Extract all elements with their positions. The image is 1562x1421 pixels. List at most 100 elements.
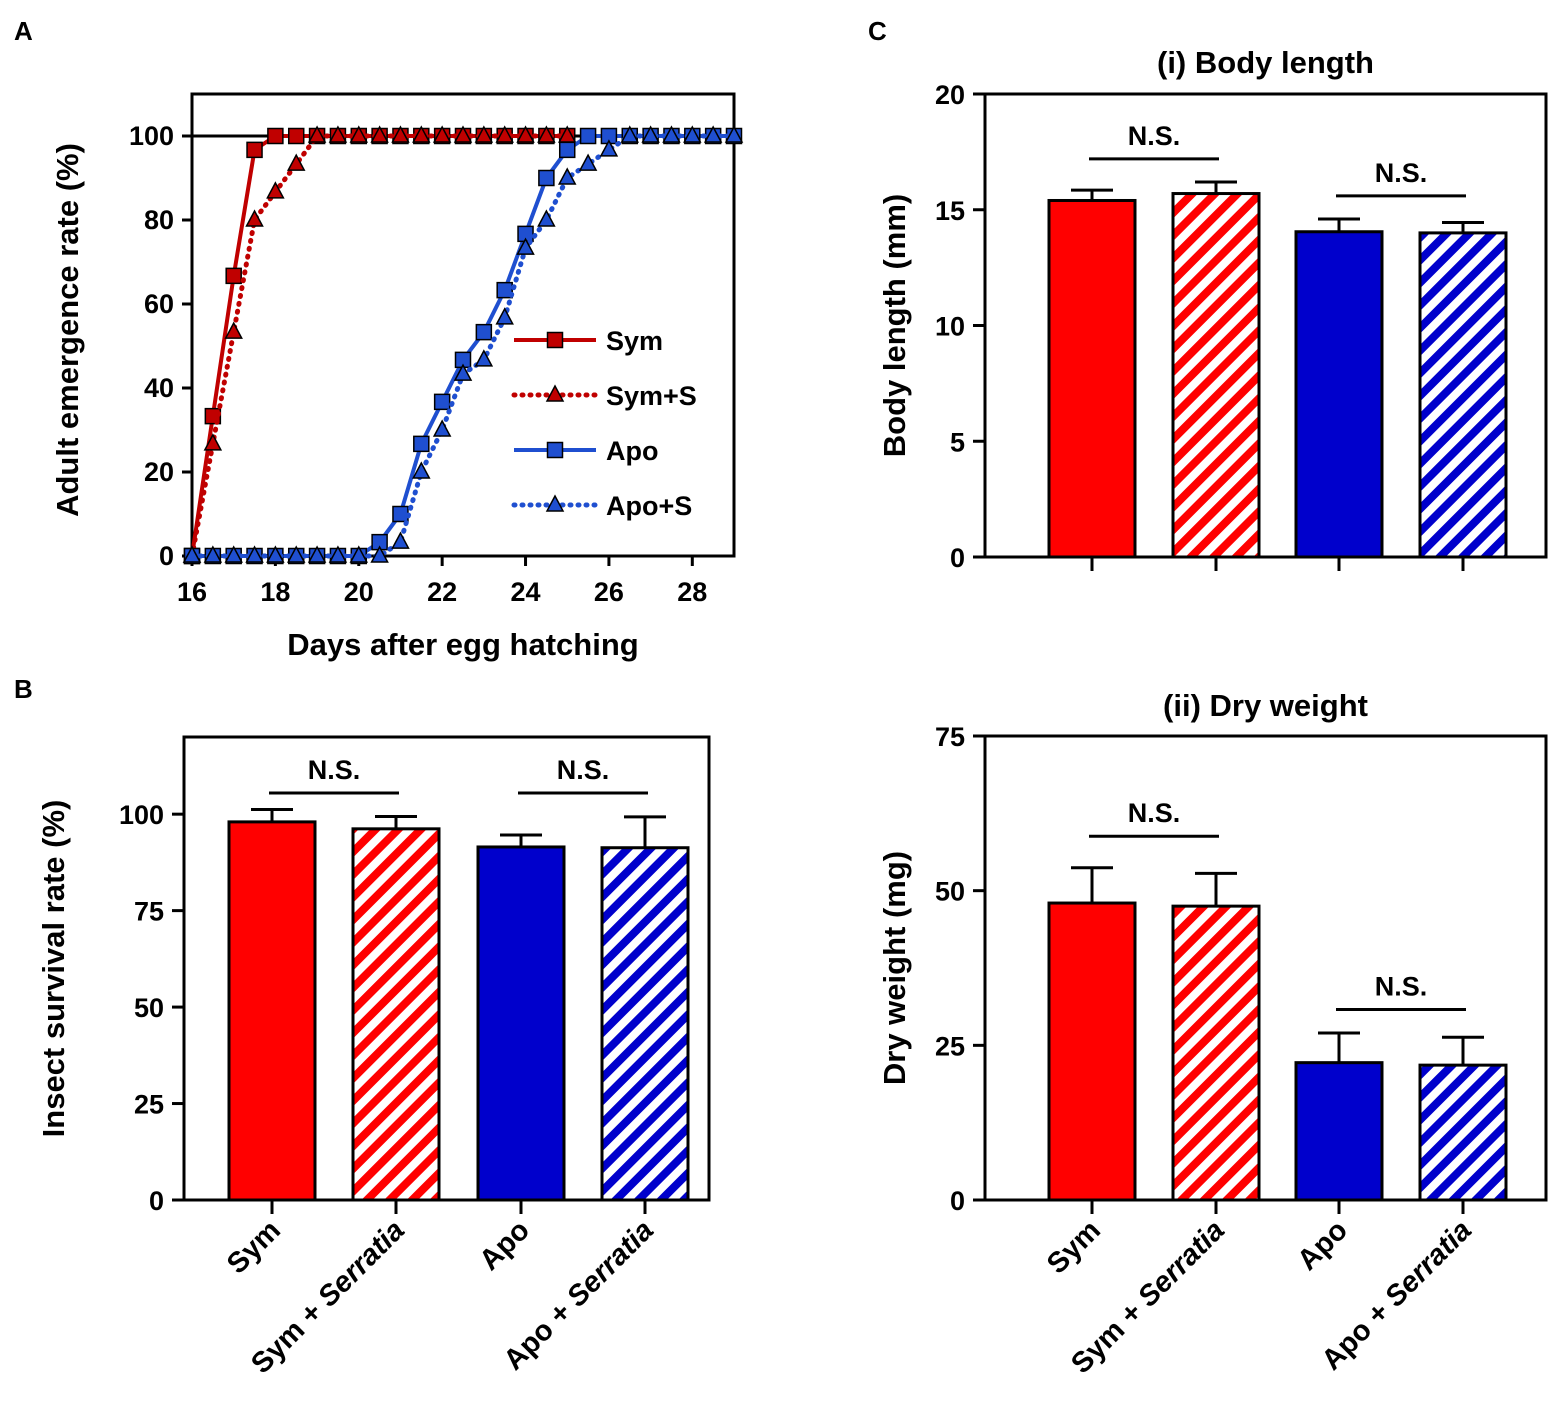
bar (227, 820, 317, 1202)
data-point (391, 531, 410, 549)
category-label-prefix: Sym + (245, 1291, 334, 1380)
category-label-prefix: Sym (221, 1214, 287, 1280)
y-tick-label: 20 (144, 457, 174, 487)
data-point (203, 433, 223, 451)
x-tick-label: 16 (177, 577, 207, 607)
data-point (516, 125, 535, 143)
category-label: Sym (221, 1214, 287, 1280)
category-label-prefix: Apo + (1316, 1291, 1402, 1377)
data-point (475, 323, 493, 341)
data-point (391, 125, 410, 143)
data-point (495, 307, 514, 325)
x-tick-label: 20 (344, 577, 374, 607)
data-point (267, 127, 284, 145)
data-point (370, 545, 389, 563)
data-point (641, 125, 660, 143)
y-tick-label: 50 (935, 877, 965, 907)
data-point (474, 349, 494, 367)
legend-label: Apo+S (606, 491, 692, 521)
bar (1171, 904, 1261, 1202)
data-point (495, 125, 514, 143)
data-point (474, 125, 494, 143)
category-label-species: Serratia (561, 1214, 660, 1313)
legend: Sym Sym+S Apo Apo+S (511, 326, 697, 521)
data-point (182, 545, 202, 563)
plot-frame (190, 92, 736, 558)
data-point (620, 125, 640, 143)
y-tick-label: 60 (144, 289, 174, 319)
y-tick-label: 5 (950, 427, 965, 457)
x-tick-label: 18 (260, 577, 290, 607)
data-point (599, 139, 619, 157)
legend-label: Sym+S (606, 381, 697, 411)
y-tick-label: 75 (134, 897, 164, 927)
category-label-species: Serratia (1132, 1214, 1231, 1313)
series-apo-plus-s (182, 125, 744, 563)
data-point (328, 545, 348, 563)
y-tick-label: 50 (134, 993, 164, 1023)
category-label: Sym (1041, 1214, 1107, 1280)
data-point (557, 167, 577, 185)
data-point (307, 545, 327, 563)
y-tick-label: 0 (159, 541, 174, 571)
legend-label: Sym (606, 326, 663, 356)
data-point (412, 125, 431, 143)
legend-label: Apo (606, 436, 658, 466)
data-point (245, 209, 264, 227)
legend-marker (545, 494, 565, 512)
chart-title: (ii) Dry weight (1163, 688, 1368, 723)
data-point (579, 127, 597, 145)
data-point (246, 141, 263, 159)
x-tick-label: 24 (511, 577, 541, 607)
data-point (453, 363, 473, 381)
data-point (349, 125, 369, 143)
bar (1418, 1063, 1508, 1202)
y-axis-title: Insect survival rate (%) (36, 800, 71, 1138)
bar (600, 846, 690, 1202)
data-point (433, 393, 451, 411)
bar (1418, 231, 1508, 559)
data-point (538, 169, 555, 187)
data-point (432, 419, 452, 437)
x-axis-title: Days after egg hatching (287, 627, 638, 662)
category-label: Apo (473, 1214, 535, 1276)
emergence-line-chart: 0 20 40 60 80 100 16 18 20 22 24 26 28 Days after egg… (50, 92, 744, 662)
data-point (203, 545, 223, 563)
category-label-prefix: Apo + (498, 1291, 584, 1377)
panel-letter-b: B (14, 674, 33, 704)
category-label-species: Serratia (1379, 1214, 1478, 1313)
bar (476, 845, 566, 1202)
significance-label: N.S. (308, 755, 361, 785)
y-tick-label: 100 (119, 800, 164, 830)
y-tick-label: 80 (144, 205, 174, 235)
plot-frame (983, 734, 1548, 1202)
significance-label: N.S. (557, 755, 610, 785)
data-point (307, 125, 327, 143)
series-sym (183, 127, 576, 565)
data-point (349, 545, 369, 563)
bar (1171, 192, 1261, 559)
y-tick-label: 0 (149, 1186, 164, 1216)
category-label-prefix: Apo (1291, 1214, 1353, 1276)
y-tick-label: 40 (144, 373, 174, 403)
data-point (662, 125, 681, 143)
category-label-prefix: Apo (473, 1214, 535, 1276)
data-point (432, 125, 452, 143)
legend-marker (546, 331, 564, 349)
plot-frame (182, 735, 711, 1202)
survival-bar-chart: 0 25 50 75 100 Insect survival rate (%) N.S. N.… (36, 735, 711, 1380)
data-point (266, 545, 285, 563)
body-length-bar-chart: (i) Body length 0 5 10 15 20 Body length (mm) N… (877, 45, 1548, 573)
x-tick-label: 26 (594, 577, 624, 607)
significance-label: N.S. (1375, 158, 1428, 188)
data-point (266, 181, 285, 199)
data-point (328, 125, 348, 143)
y-axis-title: Adult emergence rate (%) (50, 143, 85, 517)
data-point (287, 127, 305, 145)
data-point (683, 125, 702, 143)
data-point (392, 505, 409, 523)
panel-letter-c: C (868, 16, 887, 46)
bar (1047, 198, 1137, 559)
y-tick-label: 15 (935, 196, 965, 226)
